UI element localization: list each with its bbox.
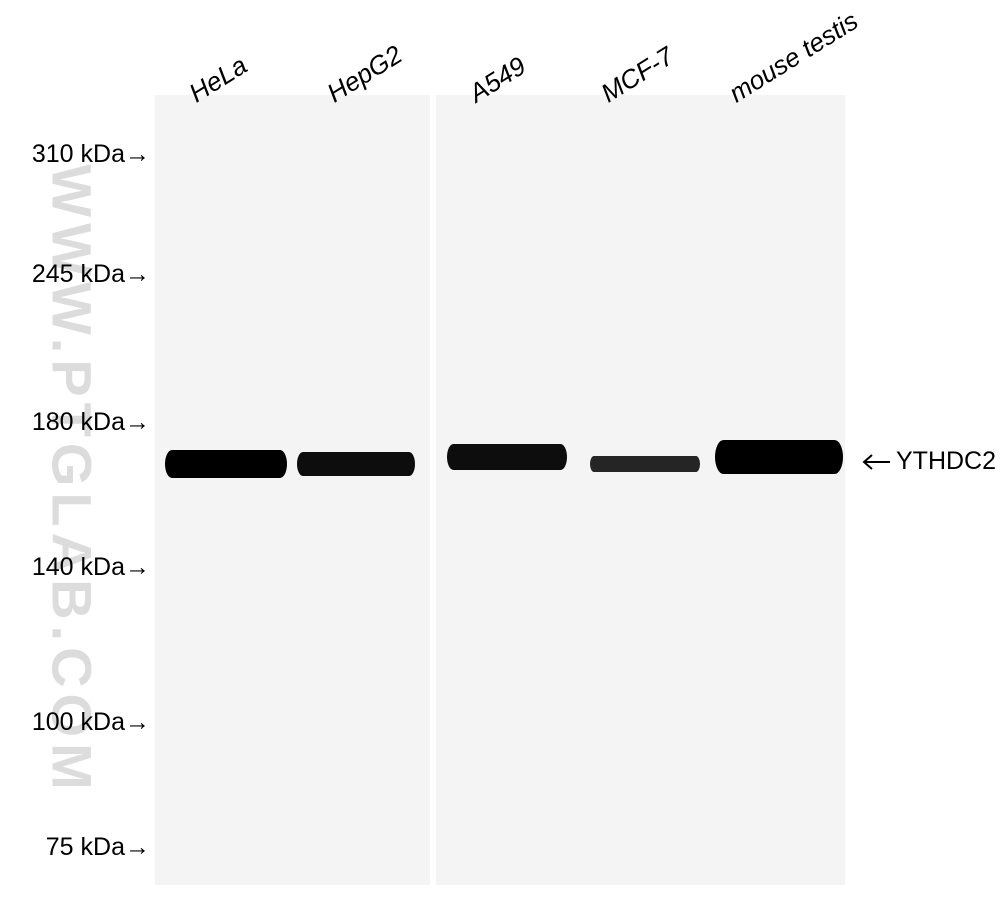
mw-marker: 100 kDa→	[32, 708, 150, 737]
mw-marker: 75 kDa→	[46, 833, 150, 862]
arrow-right-icon: →	[125, 140, 150, 169]
blot-band	[447, 444, 567, 470]
blot-band	[715, 440, 843, 474]
blot-band	[297, 452, 415, 476]
mw-marker: 180 kDa→	[32, 408, 150, 437]
target-text: YTHDC2	[896, 447, 996, 476]
arrow-right-icon: →	[125, 553, 150, 582]
mw-marker-text: 140 kDa	[32, 553, 125, 581]
arrow-left-icon	[860, 452, 890, 472]
target-label: YTHDC2	[860, 447, 996, 476]
mw-marker: 310 kDa→	[32, 140, 150, 169]
blot-band	[590, 456, 700, 472]
mw-marker-text: 75 kDa	[46, 833, 125, 861]
blot-band	[165, 450, 287, 478]
blot-membrane	[155, 95, 845, 885]
lane-label: mouse testis	[724, 5, 864, 109]
arrow-right-icon: →	[125, 408, 150, 437]
mw-marker-text: 310 kDa	[32, 140, 125, 168]
blot-divider	[430, 95, 436, 885]
mw-marker-text: 245 kDa	[32, 260, 125, 288]
mw-marker: 140 kDa→	[32, 553, 150, 582]
arrow-right-icon: →	[125, 260, 150, 289]
mw-marker: 245 kDa→	[32, 260, 150, 289]
mw-marker-text: 100 kDa	[32, 708, 125, 736]
mw-marker-text: 180 kDa	[32, 408, 125, 436]
arrow-right-icon: →	[125, 708, 150, 737]
arrow-right-icon: →	[125, 833, 150, 862]
